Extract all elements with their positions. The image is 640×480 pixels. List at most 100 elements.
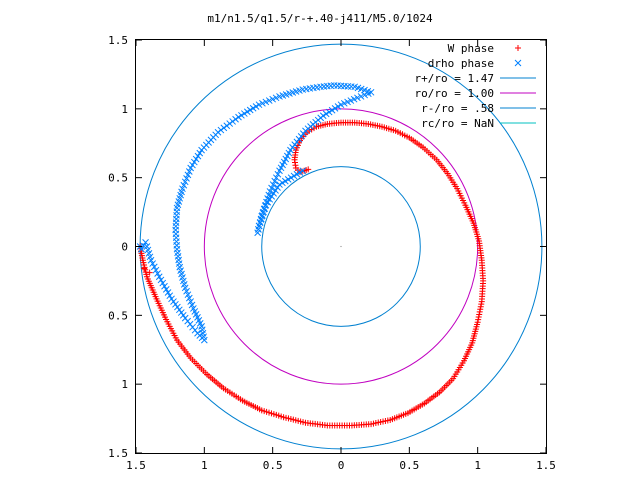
point-cross (269, 95, 277, 103)
point-plus (478, 298, 485, 305)
point-plus (141, 265, 148, 272)
point-cross (185, 294, 193, 302)
point-cross (181, 178, 189, 186)
point-cross (155, 273, 163, 281)
point-plus (475, 316, 482, 323)
point-cross (188, 301, 196, 309)
series-drho-phase (136, 82, 375, 344)
point-cross (259, 99, 266, 107)
point-cross (166, 292, 174, 300)
legend-label: W phase (448, 42, 494, 55)
point-cross (357, 93, 365, 100)
point-cross (270, 190, 277, 197)
point-cross (220, 124, 228, 132)
legend-label: rc/ro = NaN (421, 117, 494, 130)
series-w-phase (137, 119, 487, 429)
y-tick-label: 1.5 (108, 34, 128, 47)
point-cross (184, 291, 192, 299)
point-cross (161, 282, 168, 290)
point-cross (322, 110, 330, 118)
point-cross (274, 184, 281, 191)
point-cross (272, 94, 280, 102)
point-cross (223, 122, 231, 130)
point-cross (187, 164, 195, 172)
point-cross (196, 149, 204, 157)
point-cross (274, 170, 282, 178)
point-plus (515, 45, 521, 51)
point-cross (164, 289, 172, 296)
point-cross (184, 171, 192, 179)
point-cross (328, 106, 336, 114)
point-plus (146, 269, 153, 276)
point-cross (168, 295, 175, 303)
point-cross (226, 120, 234, 127)
y-tick-label: 0.5 (108, 309, 128, 322)
point-cross (272, 187, 279, 194)
x-tick-label: 0.5 (263, 459, 283, 472)
y-tick-label: 1 (121, 378, 128, 391)
point-cross (187, 298, 195, 305)
point-cross (272, 174, 280, 182)
y-tick-label: 0 (121, 241, 128, 254)
point-plus (478, 301, 485, 308)
point-cross (265, 97, 273, 104)
point-cross (260, 205, 268, 213)
point-cross (189, 161, 196, 169)
point-cross (331, 105, 339, 112)
point-cross (142, 239, 149, 246)
point-cross (276, 181, 283, 188)
point-cross (266, 188, 274, 195)
point-cross (258, 212, 266, 220)
point-cross (264, 195, 271, 202)
plot-frame (135, 39, 547, 454)
point-cross (162, 286, 170, 293)
point-cross (271, 177, 279, 185)
point-cross (268, 184, 275, 192)
chart-title: m1/n1.5/q1.5/r-+.40-j411/M5.0/1024 (207, 12, 433, 25)
y-tick-label: 0.5 (108, 172, 128, 185)
point-cross (354, 94, 361, 102)
point-plus (477, 303, 484, 310)
point-cross (159, 279, 167, 287)
point-cross (334, 103, 342, 110)
legend-label: ro/ro = 1.00 (415, 87, 494, 100)
point-cross (183, 175, 190, 182)
point-cross (325, 108, 333, 116)
point-plus (477, 306, 484, 313)
center-point (340, 245, 342, 248)
point-cross (263, 198, 270, 206)
point-cross (319, 112, 327, 120)
x-tick-label: 1.5 (126, 459, 146, 472)
point-cross (259, 209, 267, 217)
circle-series-r- (261, 166, 421, 327)
point-cross (198, 146, 205, 154)
point-plus (476, 308, 483, 315)
point-cross (154, 270, 161, 277)
point-cross (361, 91, 369, 99)
legend-label: r+/ro = 1.47 (415, 72, 494, 85)
data-series (136, 82, 487, 429)
point-cross (265, 191, 273, 199)
point-cross (235, 113, 242, 121)
legend-label: r-/ro = .58 (421, 102, 494, 115)
x-tick-label: 0.5 (399, 459, 419, 472)
point-cross (192, 155, 200, 163)
point-cross (149, 260, 157, 267)
point-plus (475, 314, 482, 321)
point-cross (183, 287, 190, 295)
point-cross (232, 115, 239, 123)
point-cross (185, 168, 193, 175)
x-tick-label: 1.5 (536, 459, 556, 472)
point-cross (152, 266, 160, 274)
point-cross (276, 93, 283, 100)
point-cross (150, 263, 158, 271)
point-cross (514, 59, 522, 67)
x-tick-label: 1 (474, 459, 481, 472)
legend-label: drho phase (428, 57, 494, 70)
point-cross (157, 276, 165, 284)
point-cross (261, 202, 269, 209)
point-cross (194, 152, 202, 160)
point-cross (262, 98, 270, 106)
